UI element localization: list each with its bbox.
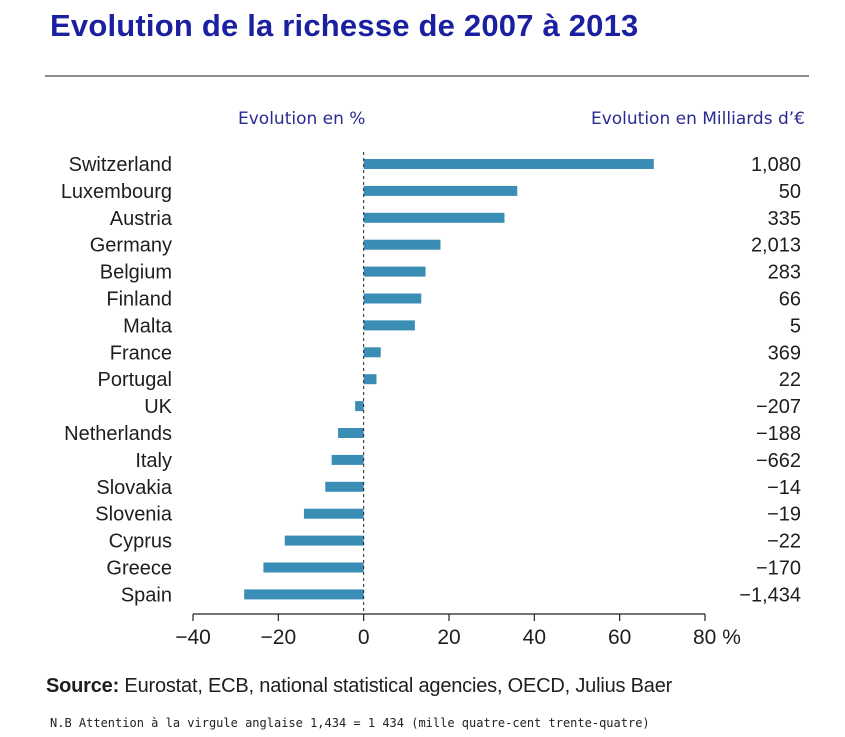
category-label: Belgium	[100, 262, 172, 284]
value-label: 283	[768, 262, 801, 284]
x-tick-label: −40	[175, 626, 211, 649]
bar-netherlands	[338, 428, 364, 438]
bar-belgium	[363, 266, 426, 277]
bar-malta	[363, 320, 415, 331]
bar-cyprus	[284, 535, 364, 546]
category-label: Portugal	[98, 369, 173, 391]
value-label: 50	[779, 181, 801, 203]
bar-france	[363, 347, 381, 358]
value-label: 5	[790, 315, 801, 337]
value-label: −207	[756, 396, 801, 418]
category-label: Austria	[110, 208, 173, 230]
category-label: Finland	[106, 289, 172, 311]
bar-switzerland	[363, 159, 654, 169]
x-tick-label: 60	[608, 626, 631, 649]
bar-greece	[263, 562, 364, 573]
x-tick-label: 20	[437, 626, 460, 649]
bar-luxembourg	[363, 185, 518, 196]
header-percent-label: Evolution en %	[238, 109, 366, 129]
category-label: Slovakia	[96, 477, 172, 499]
source-line: Source: Eurostat, ECB, national statisti…	[46, 675, 672, 698]
value-label: 22	[779, 369, 801, 391]
value-label: −19	[767, 504, 801, 526]
bar-slovenia	[303, 508, 364, 519]
header-billions-label: Evolution en Milliards d’€	[590, 109, 805, 129]
source-text: Eurostat, ECB, national statistical agen…	[119, 675, 673, 697]
category-label: Germany	[90, 235, 172, 257]
category-label: Italy	[135, 450, 172, 472]
footnote: N.B Attention à la virgule anglaise 1,43…	[50, 716, 650, 730]
value-label: −1,434	[739, 584, 801, 606]
category-label: Greece	[106, 558, 172, 580]
bar-germany	[363, 239, 441, 250]
value-label: 2,013	[751, 235, 801, 257]
bar-austria	[363, 212, 505, 223]
x-tick-label: 40	[523, 626, 546, 649]
value-label: −662	[756, 450, 801, 472]
bar-slovakia	[325, 481, 364, 492]
value-label: −188	[756, 423, 801, 445]
value-label: 335	[768, 208, 801, 230]
category-label: Cyprus	[109, 531, 172, 553]
category-label: Switzerland	[69, 154, 172, 176]
category-label: Malta	[123, 315, 173, 337]
bar-finland	[363, 293, 422, 304]
category-label: Netherlands	[64, 423, 172, 445]
x-tick-label: 80 %	[693, 626, 741, 649]
category-label: Luxembourg	[61, 181, 172, 203]
chart-title: Evolution de la richesse de 2007 à 2013	[50, 8, 639, 43]
category-label: France	[110, 342, 172, 364]
bar-uk	[355, 401, 364, 412]
source-label: Source:	[46, 675, 120, 697]
category-label: UK	[144, 396, 172, 418]
x-tick-label: −20	[261, 626, 297, 649]
category-label: Slovenia	[95, 504, 173, 526]
category-label: Spain	[121, 584, 172, 606]
value-label: −22	[767, 531, 801, 553]
bar-portugal	[363, 374, 377, 385]
x-tick-label: 0	[358, 626, 370, 649]
value-label: 1,080	[751, 154, 801, 176]
value-label: −170	[756, 558, 801, 580]
bar-spain	[244, 589, 364, 600]
value-label: −14	[767, 477, 801, 499]
value-label: 369	[768, 342, 801, 364]
title-divider	[45, 75, 809, 77]
value-label: 66	[779, 289, 801, 311]
bar-italy	[331, 454, 364, 465]
